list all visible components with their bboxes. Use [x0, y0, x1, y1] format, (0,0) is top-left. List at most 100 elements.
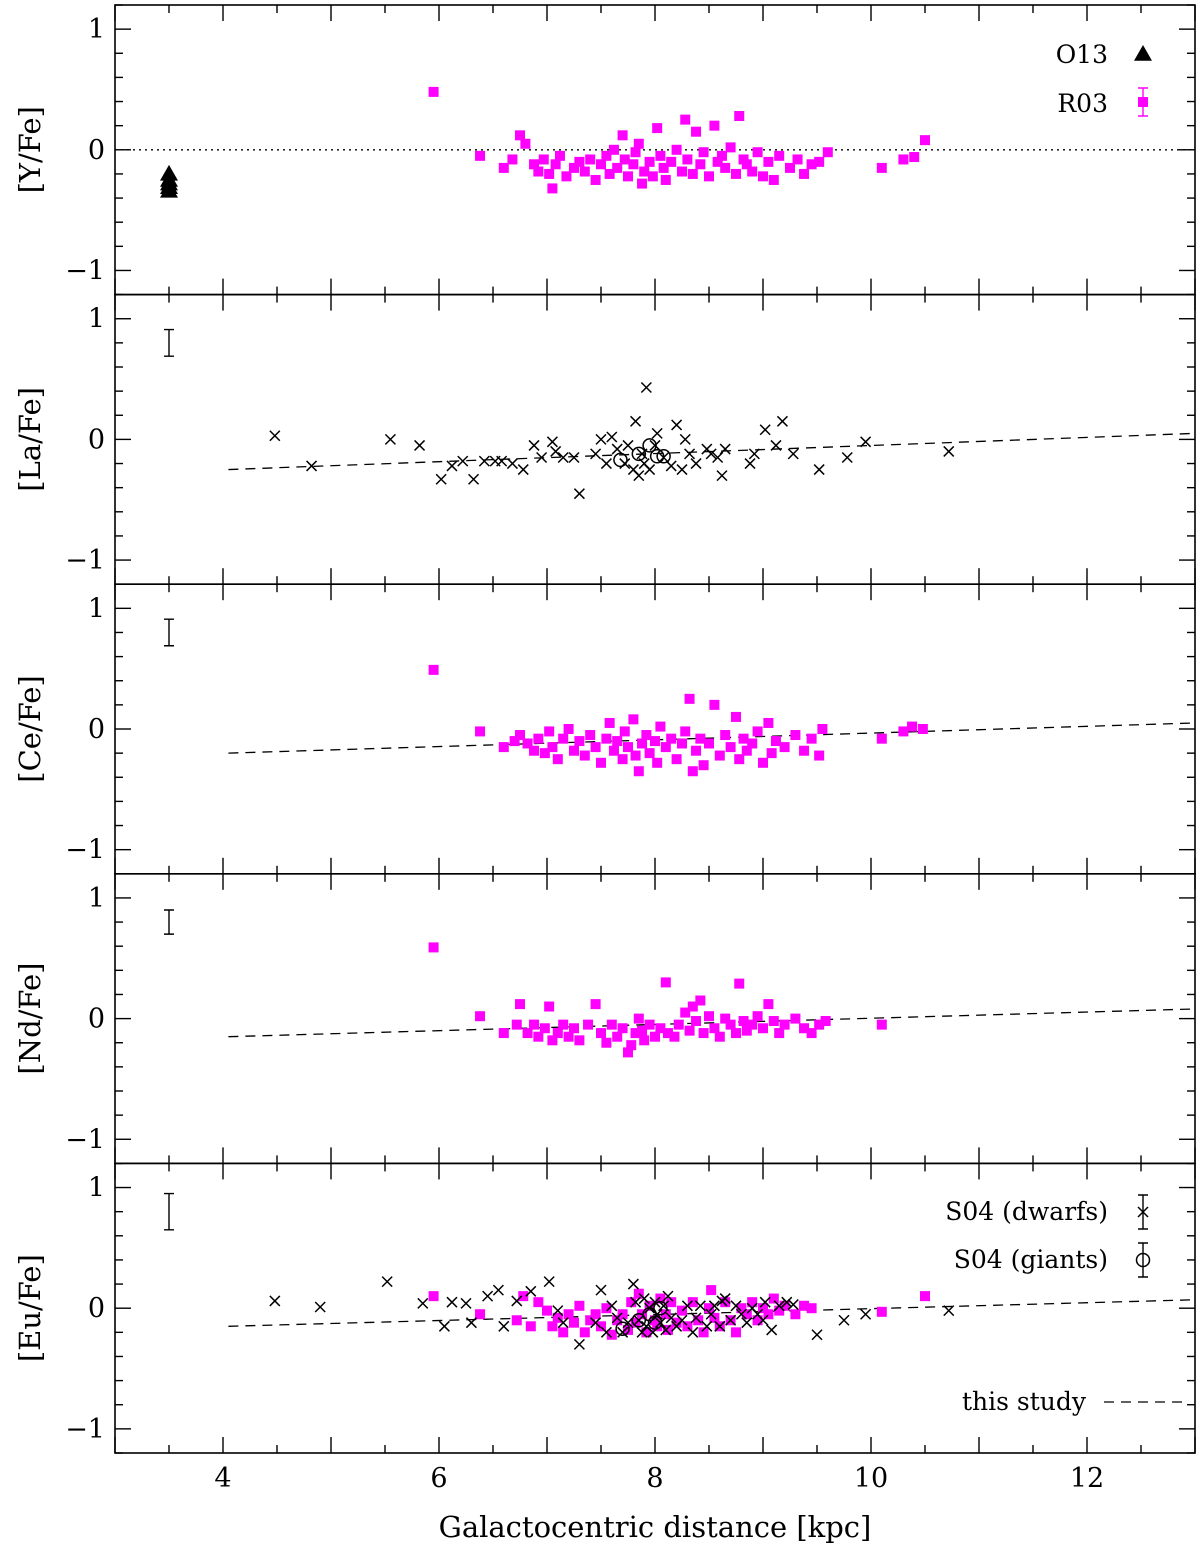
s04-dwarf-cross [787, 448, 799, 460]
r03-square [623, 742, 633, 753]
r03-square [518, 1291, 529, 1302]
s04-dwarf-cross [460, 1297, 472, 1309]
r03-square [511, 1315, 522, 1326]
r03-square [574, 736, 585, 747]
r03-square [628, 159, 639, 170]
r03-square [920, 1291, 930, 1302]
x-tick-label: 6 [430, 1463, 447, 1494]
r03-square [1138, 97, 1148, 107]
r03-square [738, 733, 749, 744]
typical-errorbar [164, 328, 174, 357]
legend-label-s04-giants: S04 (giants) [954, 1245, 1108, 1274]
r03-square [898, 154, 909, 165]
r03-square [758, 757, 768, 768]
s04-giant-circle [653, 1300, 668, 1316]
r03-square [660, 977, 671, 988]
x-axis: Galactocentric distance [kpc] 4 6 8 10 12 [214, 1463, 1104, 1544]
r03-square [876, 1019, 887, 1030]
s04-dwarf-cross [546, 436, 558, 448]
r03-square [641, 730, 652, 741]
r03-square [725, 142, 736, 153]
y-tick-label: 1 [88, 304, 105, 335]
r03-square [650, 736, 660, 747]
r03-square [763, 999, 774, 1010]
r03-square [774, 1305, 785, 1316]
r03-square [612, 1031, 623, 1042]
r03-square [655, 1293, 666, 1304]
r03-square [806, 1028, 817, 1039]
fit-line [228, 432, 1195, 471]
r03-square [698, 1327, 709, 1338]
r03-square [633, 766, 644, 777]
s04-dwarf-cross [665, 1312, 677, 1324]
r03-square [596, 1321, 606, 1332]
r03-square [691, 126, 702, 137]
r03-square [687, 1001, 698, 1012]
r03-square [766, 748, 777, 759]
s04-dwarf-cross [690, 458, 702, 470]
s04-dwarf-cross [838, 1314, 850, 1326]
s04-dwarf-cross [1137, 1206, 1149, 1218]
r03-square [628, 714, 639, 725]
x-tick-label: 4 [214, 1463, 231, 1494]
s04-dwarf-cross [611, 1312, 623, 1324]
y-axis-label: [Y/Fe] [13, 106, 47, 193]
r03-square [698, 147, 709, 158]
legend-s04-giants-errorbar [1138, 1242, 1148, 1278]
r03-square [475, 1011, 486, 1022]
panel-1: −1 0 1 [Y/Fe] [13, 4, 1196, 296]
r03-square [612, 162, 623, 173]
r03-square [552, 754, 563, 765]
r03-square [579, 166, 590, 177]
r03-square [544, 168, 555, 179]
r03-square [558, 1019, 569, 1030]
r03-square [666, 156, 677, 167]
r03-square [747, 1019, 758, 1030]
r03-square [601, 1303, 612, 1314]
s04-dwarf-cross [550, 445, 562, 457]
s04-dwarf-cross [719, 443, 731, 455]
r03-square [898, 726, 909, 737]
r03-square [633, 1013, 644, 1024]
r03-square [585, 1315, 596, 1326]
r03-square [747, 166, 758, 177]
o13-triangle [160, 181, 178, 198]
panel-frame [114, 583, 1196, 875]
r03-square [799, 745, 810, 756]
r03-square [691, 1016, 702, 1027]
s04-dwarf-cross [860, 1308, 872, 1320]
r03-square [758, 171, 768, 182]
r03-square [763, 717, 774, 728]
r03-square [630, 750, 641, 761]
r03-square [779, 1019, 790, 1030]
r03-square [814, 156, 825, 167]
r03-square [617, 1309, 628, 1320]
r03-square [716, 150, 727, 161]
r03-square [790, 1013, 801, 1024]
r03-square [920, 135, 930, 146]
r03-square [731, 1327, 741, 1338]
panel-4: −1 0 1 [Nd/Fe] [13, 872, 1196, 1165]
panel-2: −1 0 1 [La/Fe] [13, 293, 1196, 586]
r03-square [799, 168, 810, 179]
legend-label-o13: O13 [1056, 40, 1108, 69]
r03-square [590, 742, 601, 753]
r03-square [720, 1297, 731, 1308]
r03-square [617, 1023, 628, 1034]
r03-square [515, 999, 525, 1010]
s04-dwarf-cross [651, 427, 663, 439]
r03-square [666, 1297, 677, 1308]
r03-square [604, 168, 615, 179]
s04-dwarf-cross [557, 1317, 569, 1329]
y-tick-label: −1 [65, 255, 105, 286]
s04-dwarf-cross [622, 439, 634, 451]
plot-area [228, 381, 1195, 500]
r03-square [650, 1315, 660, 1326]
r03-square [704, 171, 714, 182]
r03-square [637, 1025, 648, 1036]
r03-square [876, 162, 887, 173]
s04-dwarf-cross [269, 1295, 281, 1307]
r03-square [917, 724, 928, 734]
r03-square [704, 738, 714, 749]
r03-square [684, 693, 695, 704]
